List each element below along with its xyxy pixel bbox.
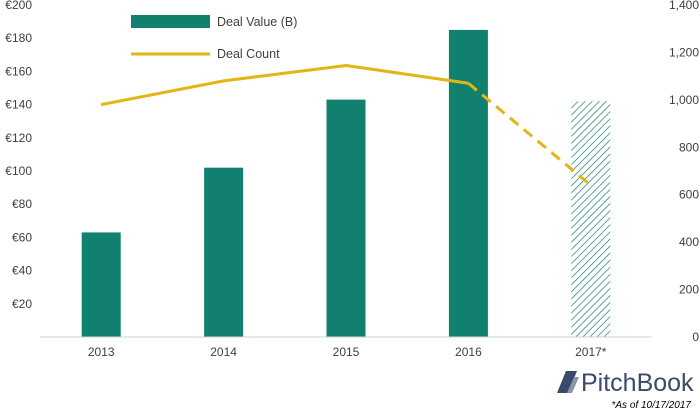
right-axis-tick-label: 0 xyxy=(692,330,699,344)
x-axis-tick-label: 2015 xyxy=(333,345,360,359)
legend-label-deal-value: Deal Value (B) xyxy=(217,15,297,29)
left-axis-tick-label: €100 xyxy=(5,164,32,178)
bar xyxy=(448,29,488,338)
deal-count-line-projected xyxy=(467,82,592,187)
x-axis-tick-label: 2014 xyxy=(210,345,237,359)
left-axis-tick-label: €140 xyxy=(5,98,32,112)
right-axis-tick-label: 1,000 xyxy=(669,93,699,107)
deal-count-point xyxy=(223,80,225,82)
deal-count-point xyxy=(467,82,469,84)
legend-swatch-deal-value xyxy=(131,15,210,28)
pitchbook-logo-icon xyxy=(557,371,577,393)
bar xyxy=(81,232,121,337)
legend-label-deal-count: Deal Count xyxy=(217,47,280,61)
left-axis-tick-label: €200 xyxy=(5,0,32,12)
legend: Deal Value (B) Deal Count xyxy=(131,15,297,61)
bar-projected xyxy=(571,101,611,337)
left-axis-tick-label: €80 xyxy=(12,197,32,211)
left-axis-tick-label: €120 xyxy=(5,131,32,145)
deal-count-point xyxy=(345,64,347,66)
deal-count-line xyxy=(100,63,469,107)
pitchbook-logo: PitchBook xyxy=(557,369,694,397)
left-axis-tick-label: €20 xyxy=(12,297,32,311)
deal-count-point xyxy=(100,104,102,106)
right-axis-tick-label: 1,400 xyxy=(669,0,699,12)
bar xyxy=(204,167,244,337)
x-axis-tick-label: 2016 xyxy=(455,345,482,359)
right-axis-ticks: 0 200 400 600 800 1,000 1,200 1,400 xyxy=(669,0,699,344)
right-axis-tick-label: 200 xyxy=(679,283,699,297)
left-axis-tick-label: €60 xyxy=(12,230,32,244)
bar-series xyxy=(81,29,611,338)
right-axis-tick-label: 800 xyxy=(679,140,699,154)
bar xyxy=(326,99,366,338)
pitchbook-logo-icon-accent xyxy=(567,377,579,393)
pitchbook-logo-text: PitchBook xyxy=(581,369,694,397)
left-axis-ticks: €20 €40 €60 €80 €100 €120 €140 €160 €180 €200 xyxy=(5,0,32,311)
x-axis-tick-label: 2013 xyxy=(88,345,115,359)
right-axis-tick-label: 1,200 xyxy=(669,45,699,59)
left-axis-tick-label: €40 xyxy=(12,264,32,278)
deal-count-point xyxy=(590,184,592,186)
x-axis-tick-label: 2017* xyxy=(575,345,607,359)
footnote: *As of 10/17/2017 xyxy=(611,400,691,411)
left-axis-tick-label: €160 xyxy=(5,64,32,78)
right-axis-tick-label: 600 xyxy=(679,188,699,202)
x-axis-ticks: 2013 2014 2015 2016 2017* xyxy=(88,345,607,359)
left-axis-tick-label: €180 xyxy=(5,31,32,45)
line-series xyxy=(100,63,592,187)
right-axis-tick-label: 400 xyxy=(679,235,699,249)
